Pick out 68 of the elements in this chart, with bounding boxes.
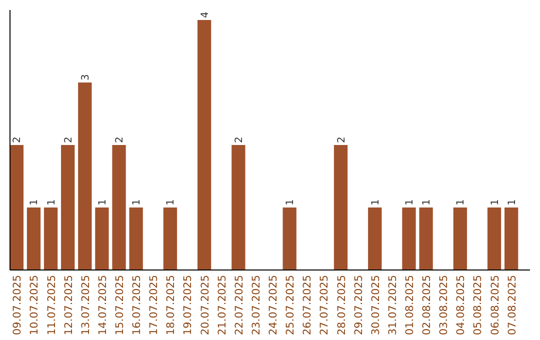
bar: [163, 208, 178, 270]
bar: [232, 145, 246, 270]
x-tick-label: 01.08.2025: [404, 275, 416, 336]
bar: [129, 208, 143, 270]
x-tick-label: 21.07.2025: [216, 275, 228, 336]
x-tick-label: 04.08.2025: [455, 275, 468, 336]
bar: [26, 208, 41, 270]
bar: [368, 208, 382, 270]
x-tick-label: 17.07.2025: [148, 275, 160, 336]
data-label: 1: [370, 199, 382, 206]
bar: [95, 208, 109, 270]
data-label: 2: [234, 136, 245, 143]
bar: [402, 208, 416, 270]
bar: [282, 208, 296, 270]
data-label: 1: [404, 199, 416, 206]
x-tick-label: 05.08.2025: [472, 275, 484, 336]
x-tick-label: 23.07.2025: [250, 275, 262, 336]
data-label: 2: [336, 136, 348, 143]
data-label: 1: [29, 199, 40, 206]
bar: [334, 145, 348, 270]
data-label: 1: [166, 199, 177, 206]
data-label: 1: [97, 199, 108, 206]
bar: [61, 145, 75, 270]
data-label: 1: [456, 199, 467, 206]
bar: [44, 208, 58, 270]
bar: [504, 208, 518, 270]
x-tick-label: 19.07.2025: [182, 275, 194, 336]
bar: [453, 208, 467, 270]
bar: [419, 208, 433, 270]
data-label: 1: [46, 199, 58, 206]
data-label: 1: [422, 199, 433, 206]
x-tick-label: 24.07.2025: [268, 275, 280, 336]
x-tick-label: 14.07.2025: [96, 275, 109, 336]
data-label: 2: [114, 136, 126, 143]
bar: [197, 20, 212, 270]
x-tick-label: 30.07.2025: [370, 275, 382, 336]
data-label: 2: [12, 136, 24, 143]
x-tick-label: 25.07.2025: [284, 275, 297, 336]
x-tick-label: 11.07.2025: [46, 275, 58, 336]
x-tick-label: 10.07.2025: [28, 275, 41, 336]
x-tick-label: 13.07.2025: [80, 275, 92, 336]
x-tick-label: 15.07.2025: [114, 275, 126, 336]
x-tick-label: 02.08.2025: [421, 275, 434, 336]
x-tick-label: 16.07.2025: [131, 275, 144, 336]
x-tick-label: 18.07.2025: [165, 275, 178, 336]
x-tick-label: 22.07.2025: [233, 275, 246, 336]
x-tick-label: 27.07.2025: [318, 275, 331, 336]
data-label: 2: [63, 136, 74, 143]
x-tick-label: 29.07.2025: [352, 275, 365, 336]
x-tick-label: 06.08.2025: [489, 275, 502, 336]
x-tick-label: 03.08.2025: [438, 275, 450, 336]
data-label: 1: [506, 199, 518, 206]
x-tick-label: 12.07.2025: [62, 275, 75, 336]
x-tick-label: 26.07.2025: [302, 275, 314, 336]
data-label: 3: [80, 74, 92, 80]
data-label: 1: [490, 199, 501, 206]
bar: [487, 208, 502, 270]
data-label: 1: [132, 199, 143, 206]
x-tick-label: 07.08.2025: [506, 275, 518, 336]
data-label: 4: [200, 12, 211, 18]
bar: [78, 82, 92, 270]
x-tick-label: 28.07.2025: [336, 275, 348, 336]
bar: [112, 145, 126, 270]
bar: [10, 145, 24, 270]
x-tick-label: 20.07.2025: [199, 275, 212, 336]
x-tick-label: 09.07.2025: [12, 275, 24, 336]
x-tick-label: 31.07.2025: [386, 275, 399, 336]
data-label: 1: [285, 199, 296, 206]
